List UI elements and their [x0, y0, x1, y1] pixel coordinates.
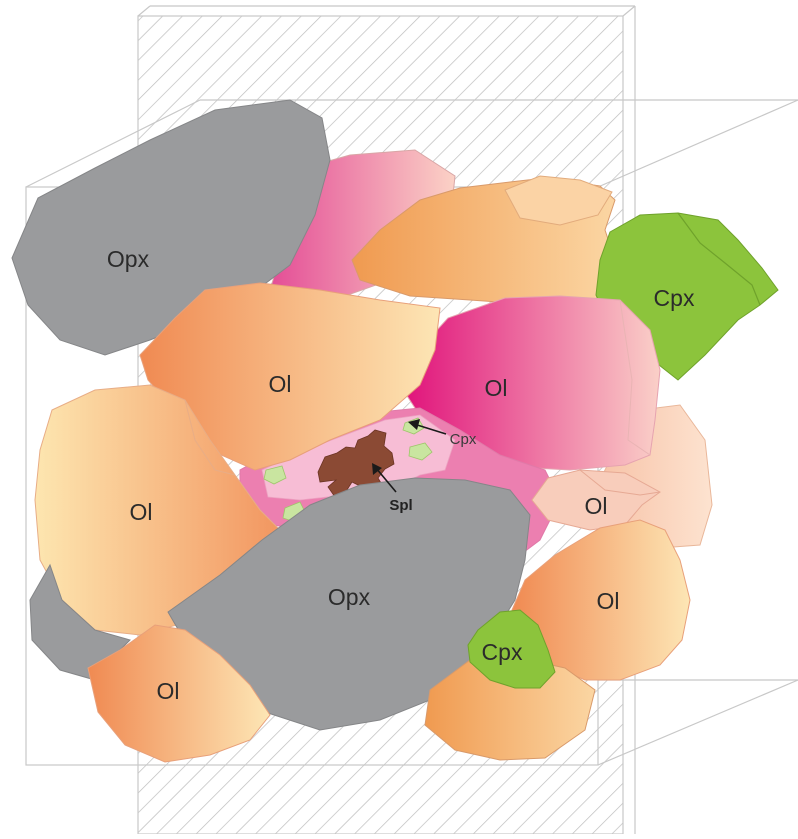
label-ol-small-right: Ol [585, 493, 608, 519]
label-cpx-top-right: Cpx [654, 285, 695, 311]
label-opx-top: Opx [107, 246, 150, 272]
spl-pointer-arrow [375, 467, 397, 493]
label-ol-center: Ol [269, 371, 292, 397]
orange-grain-small-top [504, 175, 613, 226]
label-ol-right: Ol [597, 588, 620, 614]
cpx-inclusions [263, 417, 433, 523]
label-ol-bottom-left: Ol [157, 678, 180, 704]
cpx-facet-lines [677, 212, 761, 306]
label-ol-magenta: Ol [485, 375, 508, 401]
cpx-pointer-arrow [413, 423, 447, 435]
label-cpx-pointer: Cpx [450, 431, 477, 448]
ol-left-facet [184, 399, 236, 476]
cpx-inclusion [408, 442, 433, 461]
ol-small-facet [579, 469, 661, 496]
label-ol-left: Ol [130, 499, 153, 525]
ol-grain-small-right [531, 469, 661, 531]
magenta-facet [619, 299, 651, 456]
opx-grain-bottom [167, 477, 531, 731]
cpx-inclusion [263, 465, 287, 485]
label-spl-pointer: Spl [389, 497, 412, 514]
cpx-arrowhead [408, 419, 420, 430]
spl-arrowhead [372, 463, 382, 475]
pointer-arrows [372, 419, 447, 493]
cpx-grain-bottom [467, 609, 556, 689]
label-cpx-bottom: Cpx [482, 639, 523, 665]
label-opx-bottom: Opx [328, 584, 371, 610]
ol-grain-bottom-left [87, 624, 271, 763]
